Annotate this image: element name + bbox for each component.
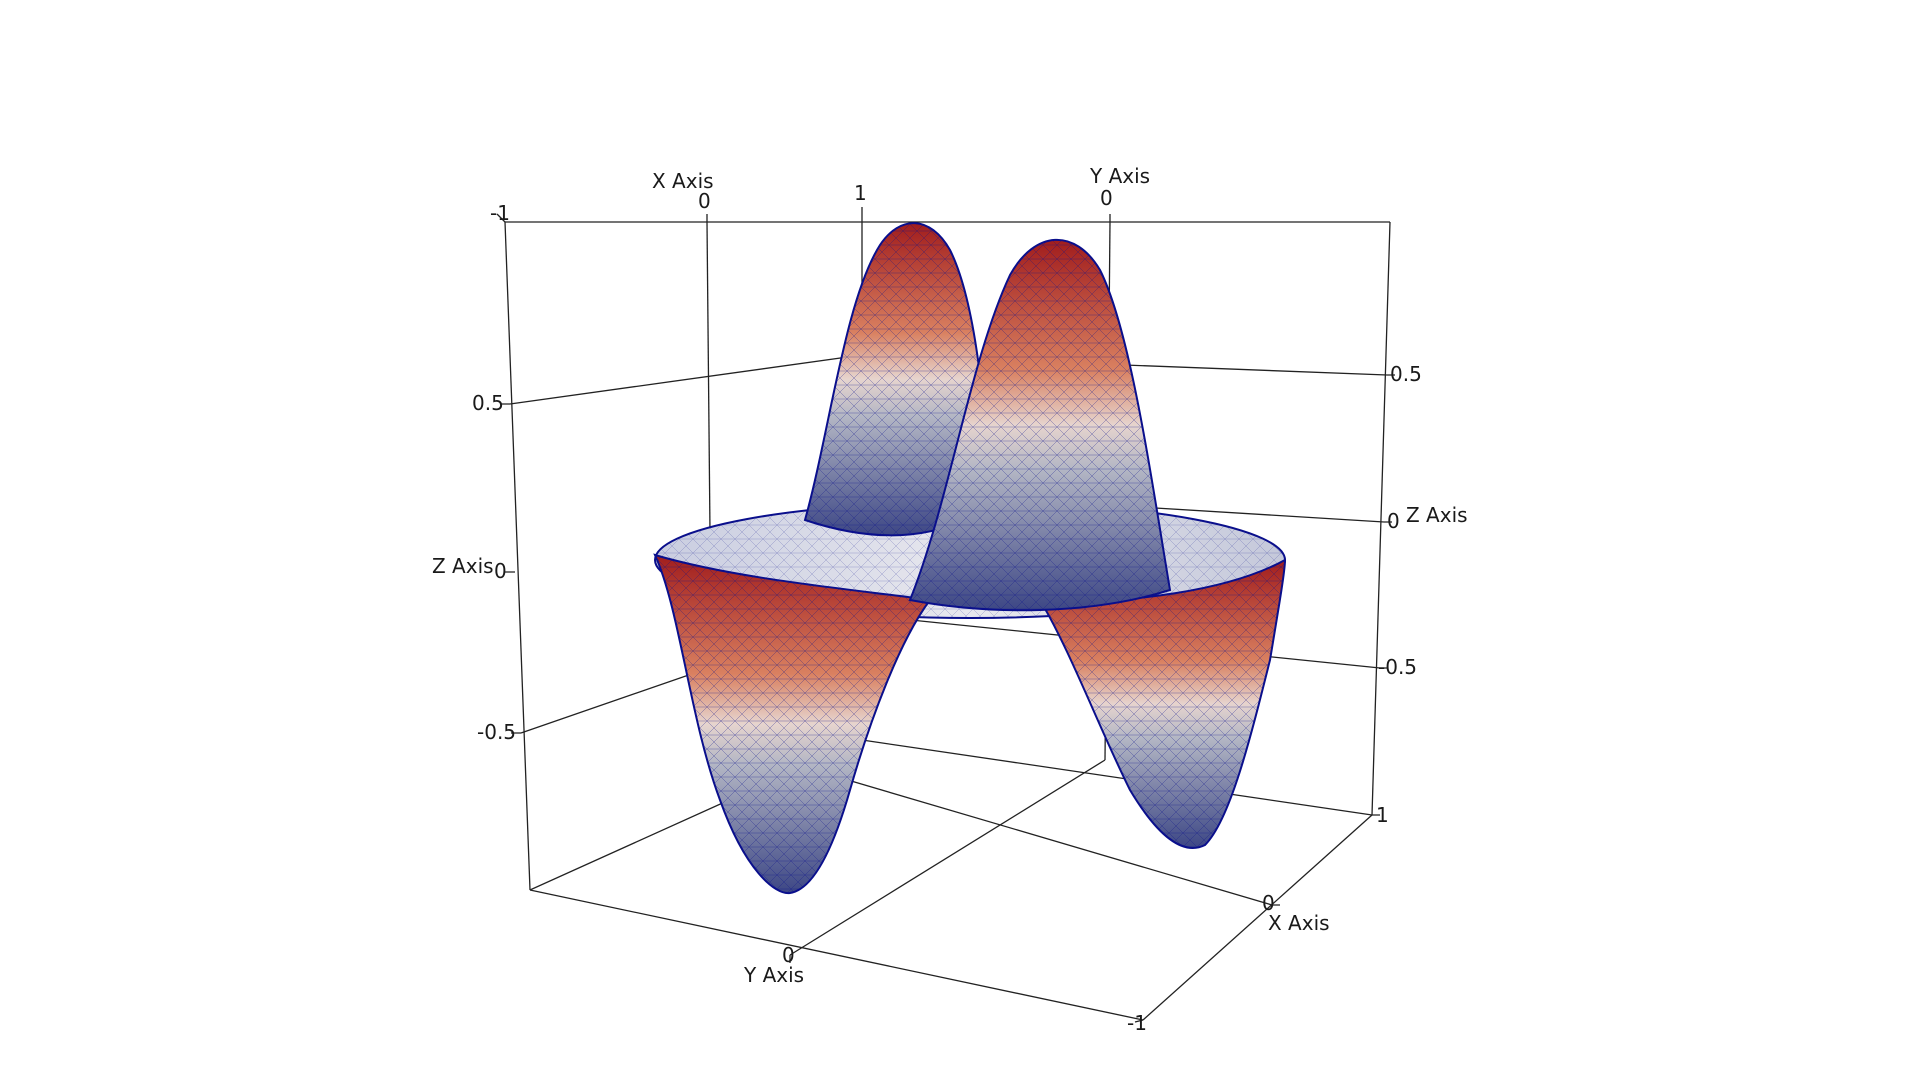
axis-label-x-floor: X Axis bbox=[1268, 911, 1330, 935]
z-gridline-pos-left bbox=[509, 354, 863, 405]
tick-label-x-top-1: 1 bbox=[854, 181, 867, 205]
floor-grid-y0 bbox=[789, 759, 1106, 956]
tick-label-x-top-0: 0 bbox=[698, 189, 711, 213]
tick-label-y-floor-0: 0 bbox=[782, 943, 795, 967]
tick-label-x-floor-0: 0 bbox=[1262, 891, 1275, 915]
surface-trough-right-mesh bbox=[1040, 560, 1285, 848]
tick-label-z-left-zero: 0 bbox=[494, 559, 507, 583]
tick-label-x-floor-1: 1 bbox=[1376, 803, 1389, 827]
tick-label-z-right-zero: 0 bbox=[1387, 509, 1400, 533]
axis-label-z-right: Z Axis bbox=[1406, 503, 1468, 527]
tick-label-z-left-neg: -0.5 bbox=[477, 720, 516, 744]
axis-label-z-left: Z Axis bbox=[432, 554, 494, 578]
surface-trough-left-mesh bbox=[655, 555, 930, 894]
axis-label-y-top: Y Axis bbox=[1089, 164, 1150, 188]
tick-marks bbox=[496, 207, 1395, 1023]
floor-back-right bbox=[861, 739, 1373, 816]
surface-peak-left-mesh bbox=[805, 223, 990, 536]
floor-left-edge bbox=[529, 889, 1144, 1021]
floor-right-edge bbox=[1142, 814, 1373, 1021]
tick-label-z-right-neg: -0.5 bbox=[1378, 655, 1417, 679]
axis-label-y-floor: Y Axis bbox=[743, 963, 804, 987]
tick-label-x-top-neg1: -1 bbox=[490, 201, 510, 225]
axis-box-right-back-edge bbox=[1371, 221, 1391, 816]
axis-label-x-top: X Axis bbox=[652, 169, 714, 193]
axis-box-left-back-edge bbox=[504, 221, 531, 891]
tick-label-z-right-pos: 0.5 bbox=[1390, 362, 1422, 386]
tick-labels: -1 0 1 X Axis 0 Y Axis 0.5 0 -0.5 Z Axis… bbox=[432, 164, 1468, 1035]
tick-label-x-floor-neg1: -1 bbox=[1127, 1011, 1147, 1035]
surface-mesh bbox=[653, 222, 1287, 895]
tick-label-z-left-pos: 0.5 bbox=[472, 391, 504, 415]
tick-label-y-top-0: 0 bbox=[1100, 186, 1113, 210]
surface-peak-right-mesh bbox=[910, 239, 1170, 611]
